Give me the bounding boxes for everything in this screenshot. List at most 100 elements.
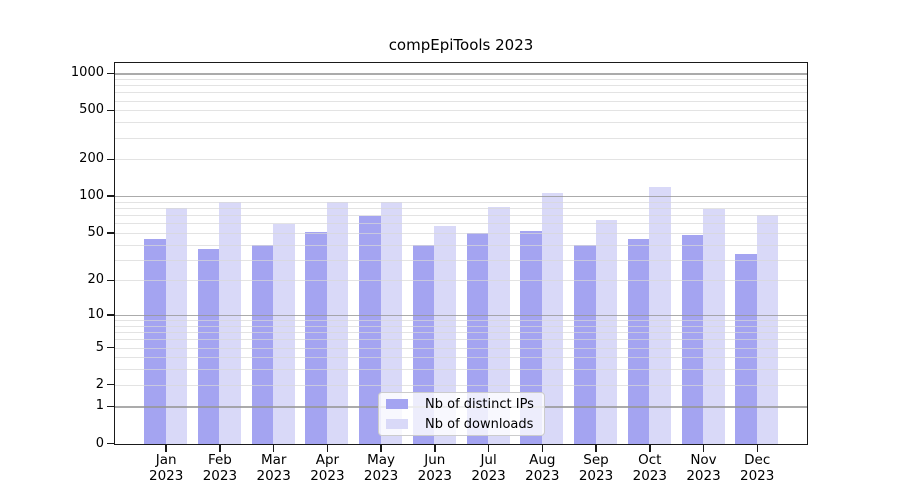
x-tick-mark-jul — [487, 445, 490, 452]
y-tick-mark-500 — [107, 109, 114, 112]
gridline-minor-5 — [115, 347, 807, 349]
gridline-minor-60 — [115, 223, 807, 225]
x-tick-mark-apr — [326, 445, 329, 452]
y-tick-mark-50 — [107, 232, 114, 234]
x-tick-label-apr: Apr 2023 — [310, 452, 345, 484]
y-tick-label-2: 2 — [95, 376, 104, 392]
y-tick-mark-1 — [107, 405, 114, 408]
bar-distinct-ips-dec — [735, 253, 757, 444]
x-tick-mark-jun — [434, 445, 436, 452]
bar-distinct-ips-sep — [574, 245, 596, 444]
gridline-minor-40 — [115, 244, 807, 246]
legend-label-downloads: Nb of downloads — [425, 416, 534, 432]
legend-row-downloads: Nb of downloads — [386, 416, 544, 433]
bar-downloads-dec — [756, 214, 779, 444]
y-tick-label-1000: 1000 — [70, 65, 104, 81]
y-tick-label-10: 10 — [87, 307, 104, 322]
x-tick-label-mar: Mar 2023 — [256, 452, 291, 484]
legend-swatch-distinct-ips — [386, 399, 408, 409]
y-tick-mark-100 — [107, 195, 114, 197]
gridline-minor-4 — [115, 357, 807, 359]
x-tick-mark-dec — [756, 445, 758, 452]
legend-row-distinct-ips: Nb of distinct IPs — [386, 396, 544, 413]
x-tick-label-sep: Sep 2023 — [578, 452, 614, 484]
y-tick-label-50: 50 — [87, 224, 104, 240]
x-tick-mark-mar — [272, 445, 275, 452]
legend-swatch-downloads — [386, 419, 408, 429]
gridline-minor-6 — [115, 339, 807, 341]
gridline-minor-800 — [115, 85, 807, 87]
bar-downloads-feb — [219, 202, 241, 444]
gridline-minor-200 — [115, 159, 807, 161]
bar-distinct-ips-aug — [520, 231, 542, 444]
gridline-minor-9 — [115, 320, 807, 322]
x-tick-mark-jan — [165, 445, 167, 452]
x-tick-mark-sep — [595, 445, 597, 452]
x-tick-mark-oct — [649, 445, 651, 452]
y-tick-label-100: 100 — [79, 188, 104, 204]
legend: Nb of distinct IPs Nb of downloads — [378, 392, 545, 436]
x-tick-label-aug: Aug 2023 — [525, 452, 560, 484]
gridline-major-100 — [115, 195, 807, 198]
gridline-minor-8 — [115, 325, 807, 327]
gridline-minor-80 — [115, 208, 807, 209]
y-tick-mark-10 — [107, 314, 114, 316]
gridline-minor-600 — [115, 100, 807, 102]
y-tick-label-5: 5 — [95, 339, 104, 355]
x-tick-label-may: May 2023 — [363, 452, 399, 484]
x-tick-label-nov: Nov 2023 — [686, 452, 721, 484]
x-tick-mark-feb — [219, 445, 221, 452]
bar-distinct-ips-mar — [251, 245, 274, 444]
gridline-minor-700 — [115, 92, 807, 94]
gridline-minor-7 — [115, 332, 807, 334]
gridline-major-10 — [115, 314, 807, 317]
y-tick-mark-200 — [107, 158, 114, 160]
bar-downloads-sep — [595, 219, 618, 444]
gridline-minor-70 — [115, 215, 807, 217]
x-tick-label-jan: Jan 2023 — [149, 452, 184, 484]
chart-title: compEpiTools 2023 — [388, 36, 534, 54]
x-tick-label-dec: Dec 2023 — [740, 452, 775, 484]
x-tick-label-jun: Jun 2023 — [417, 452, 452, 484]
x-tick-label-feb: Feb 2023 — [202, 452, 238, 484]
y-tick-label-20: 20 — [87, 272, 104, 288]
gridline-major-1000 — [115, 73, 807, 75]
gridline-minor-900 — [115, 78, 807, 80]
gridline-minor-3 — [115, 369, 807, 371]
bar-downloads-jun — [434, 225, 456, 444]
gridline-minor-30 — [115, 259, 807, 261]
plot-area — [114, 62, 808, 445]
gridline-minor-20 — [115, 280, 807, 282]
legend-label-distinct-ips: Nb of distinct IPs — [425, 396, 534, 412]
y-tick-label-0: 0 — [95, 435, 104, 451]
x-tick-mark-nov — [702, 445, 705, 452]
y-tick-mark-1000 — [107, 72, 114, 74]
bar-distinct-ips-apr — [305, 232, 327, 444]
bar-distinct-ips-jan — [144, 238, 166, 444]
y-tick-mark-5 — [107, 346, 114, 349]
bar-distinct-ips-oct — [627, 238, 650, 444]
y-tick-label-200: 200 — [79, 151, 104, 167]
gridline-minor-90 — [115, 201, 807, 203]
gridline-minor-400 — [115, 122, 807, 124]
bar-downloads-mar — [273, 223, 295, 444]
y-tick-mark-0 — [107, 442, 114, 445]
gridline-minor-500 — [115, 110, 807, 112]
y-tick-mark-2 — [107, 383, 114, 386]
gridline-minor-300 — [115, 137, 807, 139]
bar-downloads-may — [380, 201, 403, 444]
x-tick-label-jul: Jul 2023 — [471, 452, 506, 484]
x-tick-label-oct: Oct 2023 — [632, 452, 667, 484]
y-tick-label-1: 1 — [95, 398, 104, 414]
x-tick-mark-aug — [541, 445, 544, 452]
x-tick-mark-may — [380, 445, 382, 452]
bar-distinct-ips-feb — [197, 249, 220, 444]
bar-downloads-aug — [541, 192, 564, 444]
bar-distinct-ips-jul — [466, 233, 489, 444]
gridline-minor-50 — [115, 232, 807, 234]
y-tick-label-500: 500 — [79, 102, 104, 118]
y-tick-mark-20 — [107, 279, 114, 282]
bar-distinct-ips-may — [359, 215, 381, 444]
gridline-minor-2 — [115, 384, 807, 386]
